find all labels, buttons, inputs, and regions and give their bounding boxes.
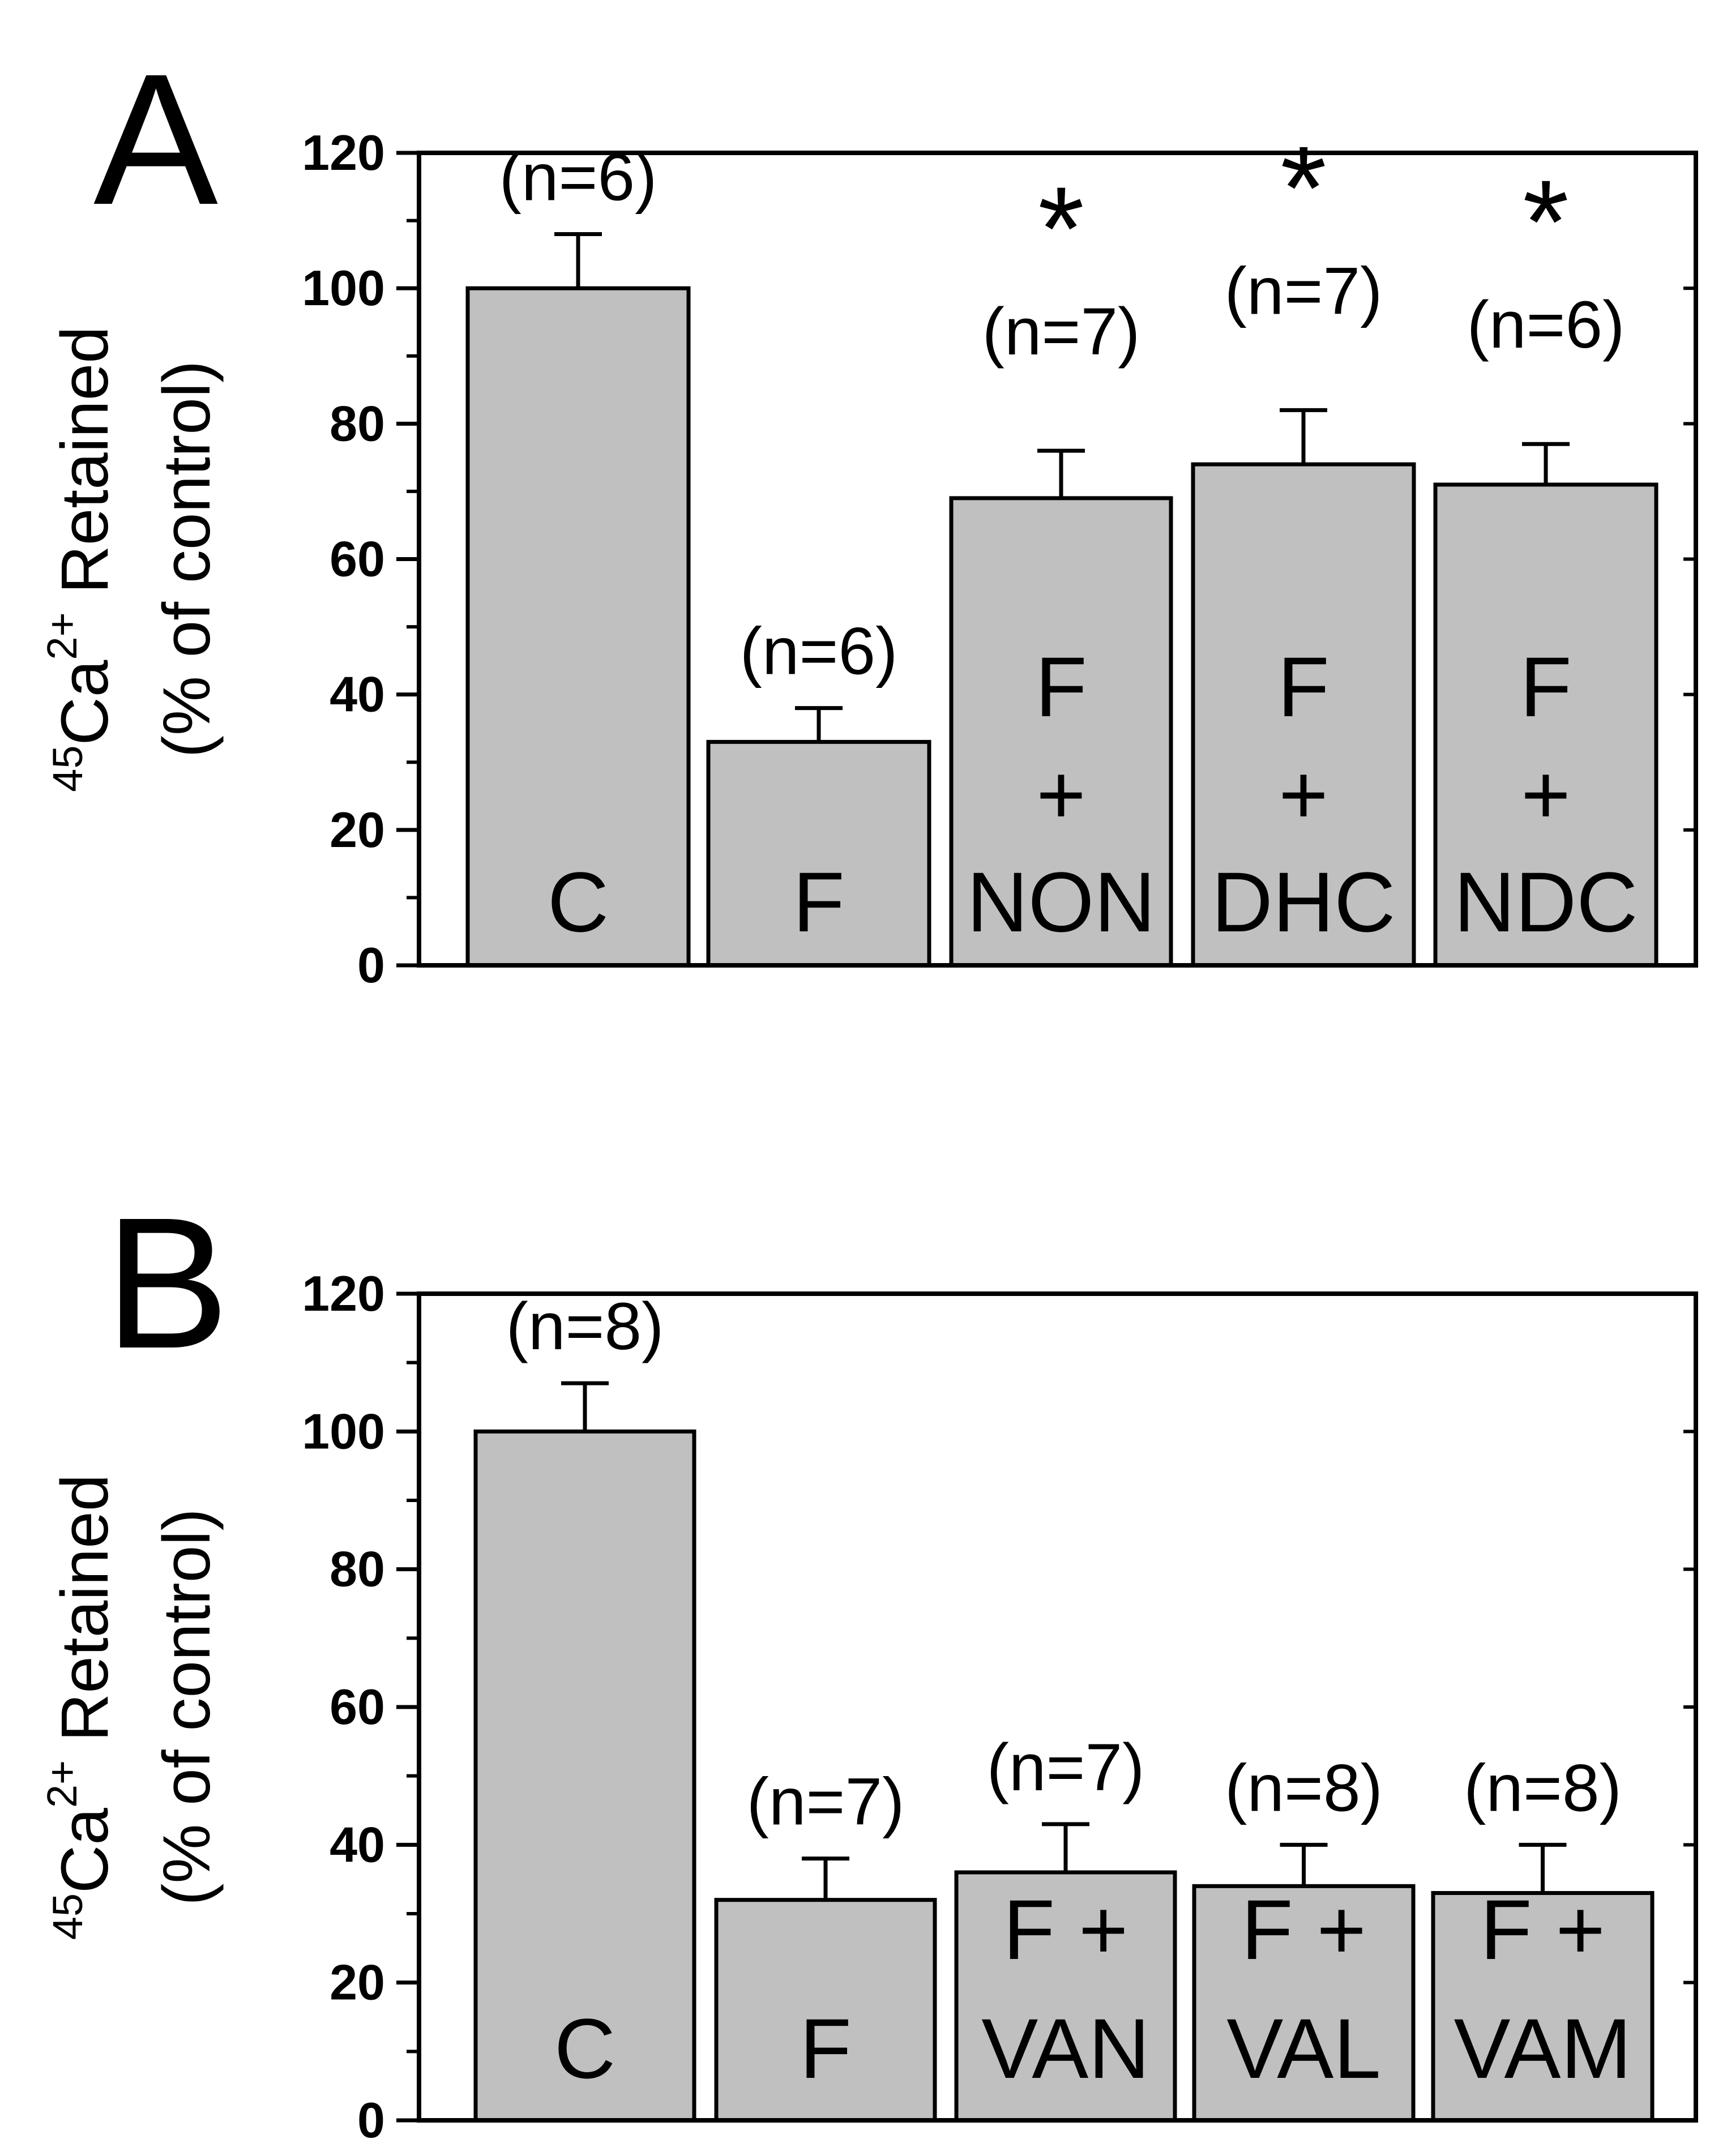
bar-label: VAM [1454, 2001, 1632, 2096]
panel-letter: B [105, 1178, 229, 1387]
n-label: (n=8) [506, 1289, 664, 1364]
significance-star: * [1523, 155, 1569, 288]
y-tick-label: 120 [302, 125, 385, 181]
bar-label: NDC [1454, 854, 1638, 949]
panel-a: A (n=6)C(n=6)F(n=7)*F+NON(n=7)*F+DHC(n=6)… [39, 35, 1698, 993]
n-label: (n=8) [1225, 1751, 1383, 1825]
bar-label: F + [1241, 1882, 1366, 1977]
bar [949, 496, 1173, 968]
y-tick-label: 60 [330, 1679, 385, 1735]
bar [714, 1898, 937, 2123]
y-tick-label: 60 [330, 531, 385, 587]
n-label: (n=7) [1225, 254, 1383, 328]
y-tick-label: 80 [330, 1541, 385, 1597]
bar [1433, 482, 1658, 968]
bar-label: C [554, 2001, 615, 2096]
bar-label: C [548, 854, 609, 949]
bar-label: NON [967, 854, 1155, 949]
n-label: (n=6) [1467, 288, 1625, 362]
bar-label: F [793, 854, 845, 949]
bar-label: + [1521, 747, 1571, 842]
y-tick-label: 20 [330, 802, 385, 858]
y-tick-label: 100 [302, 260, 385, 316]
y-tick-label: 0 [357, 2092, 385, 2148]
y-tick-label: 100 [302, 1403, 385, 1459]
y-tick-label: 40 [330, 666, 385, 722]
bar-label: F [800, 2001, 852, 2096]
y-axis-title: 45Ca2+ Retained [39, 326, 122, 792]
n-label: (n=7) [987, 1730, 1145, 1805]
bar-label: F + [1480, 1882, 1605, 1977]
bar-label: VAN [981, 2001, 1149, 2096]
n-label: (n=7) [982, 294, 1140, 369]
panel-letter: A [93, 35, 219, 243]
bar-label: F + [1003, 1882, 1128, 1977]
n-label: (n=8) [1464, 1751, 1622, 1825]
bar-label: F [1035, 639, 1087, 734]
bar [465, 286, 691, 968]
n-label: (n=6) [740, 614, 898, 689]
y-tick-label: 0 [357, 937, 385, 993]
panel-b: B (n=8) C (n=7) F (n=7) F + VAN (n=8) F + VAL (n=8)… [39, 1178, 1698, 2148]
bar [1192, 1884, 1416, 2123]
y-tick-label: 80 [330, 395, 385, 451]
n-label: (n=7) [747, 1765, 905, 1840]
bar-label: + [1036, 747, 1086, 842]
y-axis-title-units: (% of control) [149, 361, 224, 758]
bar-label: + [1279, 747, 1328, 842]
y-axis-title: 45Ca2+ Retained [39, 1474, 122, 1940]
y-tick-label: 20 [330, 1954, 385, 2010]
bar-label: DHC [1212, 854, 1396, 949]
significance-star: * [1038, 162, 1084, 295]
significance-star: * [1280, 121, 1327, 254]
bar-label: VAL [1226, 2001, 1380, 2096]
y-tick-label: 120 [302, 1265, 385, 1321]
bar [1431, 1891, 1655, 2123]
bar-label: F [1520, 639, 1572, 734]
y-axis-title-units: (% of control) [149, 1508, 224, 1906]
y-tick-label: 40 [330, 1816, 385, 1872]
bar-label: F [1277, 639, 1330, 734]
